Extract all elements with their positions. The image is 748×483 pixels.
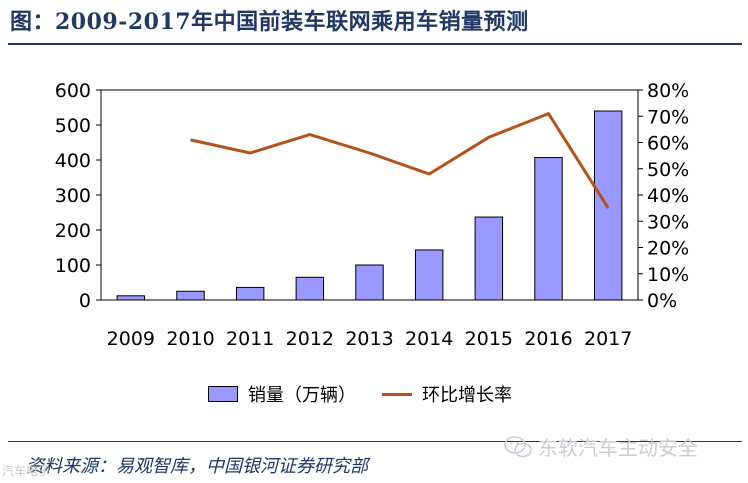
y-right-tick-label: 0%	[647, 290, 677, 312]
labels-layer: 0 100 200 300 400 500 600 0% 10% 20% 30% 40% 50% 60% 7…	[55, 80, 690, 350]
y-left-tick-label: 500	[55, 115, 91, 137]
y-right-tick-label: 30%	[647, 211, 689, 233]
legend-line-label: 环比增长率	[422, 385, 512, 406]
x-tick-label: 2014	[405, 328, 453, 350]
y-left-tick-label: 600	[55, 80, 91, 102]
x-tick-label: 2012	[286, 328, 334, 350]
y-left-tick-label: 400	[55, 150, 91, 172]
y-right-tick-label: 60%	[647, 133, 689, 155]
y-left-tick-label: 100	[55, 255, 91, 277]
watermark-text: 东软汽车主动安全	[538, 436, 698, 460]
x-tick-label: 2015	[465, 328, 513, 350]
x-tick-label: 2016	[524, 328, 572, 350]
bar	[414, 249, 444, 301]
footer-divider	[8, 441, 742, 442]
x-tick-label: 2010	[166, 328, 214, 350]
bar	[295, 276, 325, 301]
bar	[235, 286, 265, 301]
legend-bar-label: 销量（万辆）	[248, 385, 356, 406]
corner-watermark: 汽车电子	[2, 464, 51, 478]
legend-line-swatch	[382, 392, 412, 396]
bar	[116, 295, 146, 301]
y-right-tick-label: 70%	[647, 106, 689, 128]
y-right-tick-label: 40%	[647, 185, 689, 207]
bar	[176, 290, 205, 301]
x-tick-label: 2017	[584, 328, 632, 350]
y-right-tick-label: 80%	[647, 80, 689, 102]
y-left-tick-label: 0	[79, 290, 91, 312]
legend-bar-swatch	[208, 386, 238, 402]
x-tick-label: 2013	[345, 328, 393, 350]
legend-item-bar: 销量（万辆）	[208, 381, 356, 407]
line-layer	[190, 112, 610, 209]
bar	[534, 157, 563, 301]
x-tick-label: 2009	[107, 328, 155, 350]
y-right-tick-label: 50%	[647, 159, 689, 181]
combo-chart: 0 100 200 300 400 500 600 0% 10% 20% 30% 40% 50% 60% 7…	[55, 80, 690, 350]
y-left-tick-label: 300	[55, 185, 91, 207]
chart-title: 图：2009-2017年中国前装车联网乘用车销量预测	[10, 9, 529, 35]
bar	[593, 110, 623, 301]
bar	[474, 216, 504, 301]
title-divider	[8, 43, 742, 45]
source-note: 资料来源：易观智库，中国银河证券研究部	[26, 456, 368, 477]
x-tick-label: 2011	[226, 328, 274, 350]
y-left-tick-label: 200	[55, 220, 91, 242]
watermark: 东软汽车主动安全	[504, 432, 698, 461]
legend: 销量（万辆） 环比增长率	[0, 381, 748, 411]
y-right-tick-label: 10%	[647, 264, 689, 286]
growth-rate-line	[190, 112, 610, 209]
legend-item-line: 环比增长率	[382, 381, 512, 407]
y-right-tick-label: 20%	[647, 238, 689, 260]
wechat-icon	[504, 435, 532, 457]
bar	[355, 264, 384, 301]
bars-layer	[116, 110, 623, 301]
